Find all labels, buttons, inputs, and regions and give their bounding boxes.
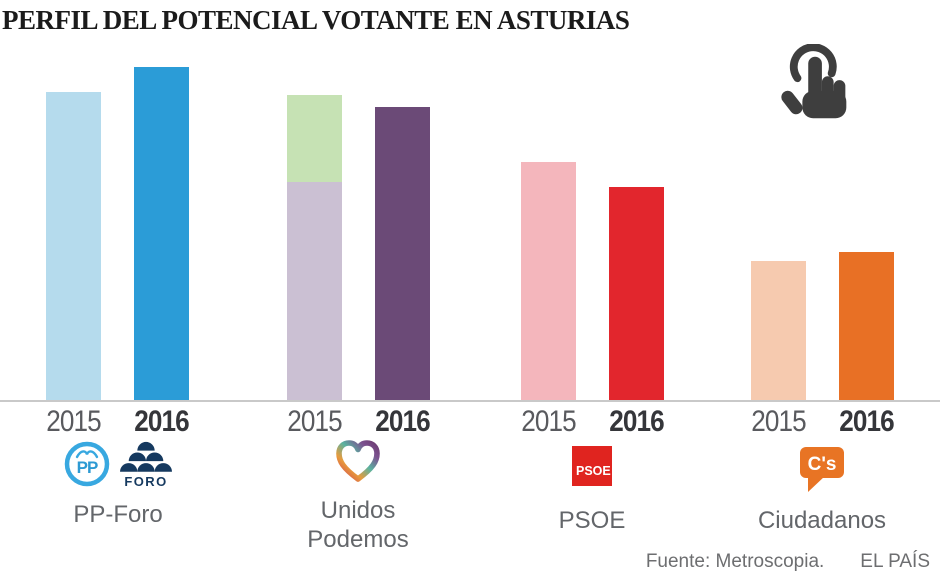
bar-segment: [521, 162, 576, 401]
bar-segment: [609, 187, 664, 401]
x-axis-year-label-2016: 2016: [839, 405, 894, 438]
pp-logo-icon: PP: [64, 441, 110, 487]
bar-segment: [134, 67, 189, 401]
svg-text:C's: C's: [808, 454, 837, 475]
party-block-ciudadanos: C's Ciudadanos: [732, 440, 912, 535]
bar-segment: [287, 95, 342, 182]
party-label-ciudadanos: Ciudadanos: [757, 507, 887, 534]
bar-segment: [46, 92, 101, 401]
psoe-logos: PSOE: [502, 440, 682, 498]
x-axis-labels: 2015 2016 2015 2016 2015 2016 2015 2016: [0, 0, 940, 438]
bar-pp-foro-2016[interactable]: [134, 67, 189, 401]
tap-hand-icon-svg: [781, 43, 847, 119]
x-axis-year-label-2016: 2016: [375, 405, 430, 438]
source-text: Fuente: Metroscopia.: [645, 551, 825, 572]
psoe-logo-icon: PSOE: [572, 446, 612, 486]
unidos-podemos-logos: [268, 440, 448, 492]
bar-ciudadanos-2016[interactable]: [839, 252, 894, 401]
party-block-psoe: PSOE PSOE: [502, 440, 682, 535]
party-label-psoe: PSOE: [558, 507, 626, 534]
unidos-podemos-heart-icon: [336, 440, 380, 482]
pp-foro-logos: PP FORO: [28, 440, 208, 492]
chart-title: PERFIL DEL POTENCIAL VOTANTE EN ASTURIAS: [2, 5, 630, 35]
tap-hand-icon: [779, 43, 857, 128]
x-axis-line: [0, 400, 940, 402]
plot-area: [46, 67, 894, 401]
svg-text:FORO: FORO: [124, 474, 167, 489]
svg-text:PP: PP: [77, 458, 98, 477]
party-block-pp-foro: PP FORO PP-Foro: [28, 440, 208, 529]
x-axis-year-label-2015: 2015: [521, 405, 576, 438]
x-axis-year-label-2015: 2015: [287, 405, 342, 438]
x-axis-year-label-2016: 2016: [134, 405, 189, 438]
footer: Fuente: Metroscopia. EL PAÍS: [646, 551, 930, 573]
bar-ciudadanos-2015[interactable]: [751, 261, 806, 401]
bar-segment: [751, 261, 806, 401]
party-label-pp-foro: PP-Foro: [73, 501, 163, 528]
party-block-unidos-podemos: Unidos Podemos: [268, 440, 448, 555]
bar-unidos-podemos-2015[interactable]: [287, 95, 342, 401]
brand-text: EL PAÍS: [860, 551, 930, 572]
bar-unidos-podemos-2016[interactable]: [375, 107, 430, 401]
x-axis-year-label-2015: 2015: [46, 405, 101, 438]
bar-psoe-2016[interactable]: [609, 187, 664, 401]
bar-segment: [287, 182, 342, 401]
bar-psoe-2015[interactable]: [521, 162, 576, 401]
bar-pp-foro-2015[interactable]: [46, 92, 101, 401]
ciudadanos-logos: C's: [732, 440, 912, 498]
foro-logo-icon: FORO: [120, 441, 172, 489]
x-axis-year-label-2015: 2015: [751, 405, 806, 438]
x-axis-year-label-2016: 2016: [609, 405, 664, 438]
bar-segment: [375, 107, 430, 401]
svg-text:PSOE: PSOE: [576, 464, 611, 478]
bar-segment: [839, 252, 894, 401]
party-label-unidos-podemos: Unidos Podemos: [307, 497, 409, 554]
ciudadanos-logo-icon: C's: [800, 447, 844, 492]
